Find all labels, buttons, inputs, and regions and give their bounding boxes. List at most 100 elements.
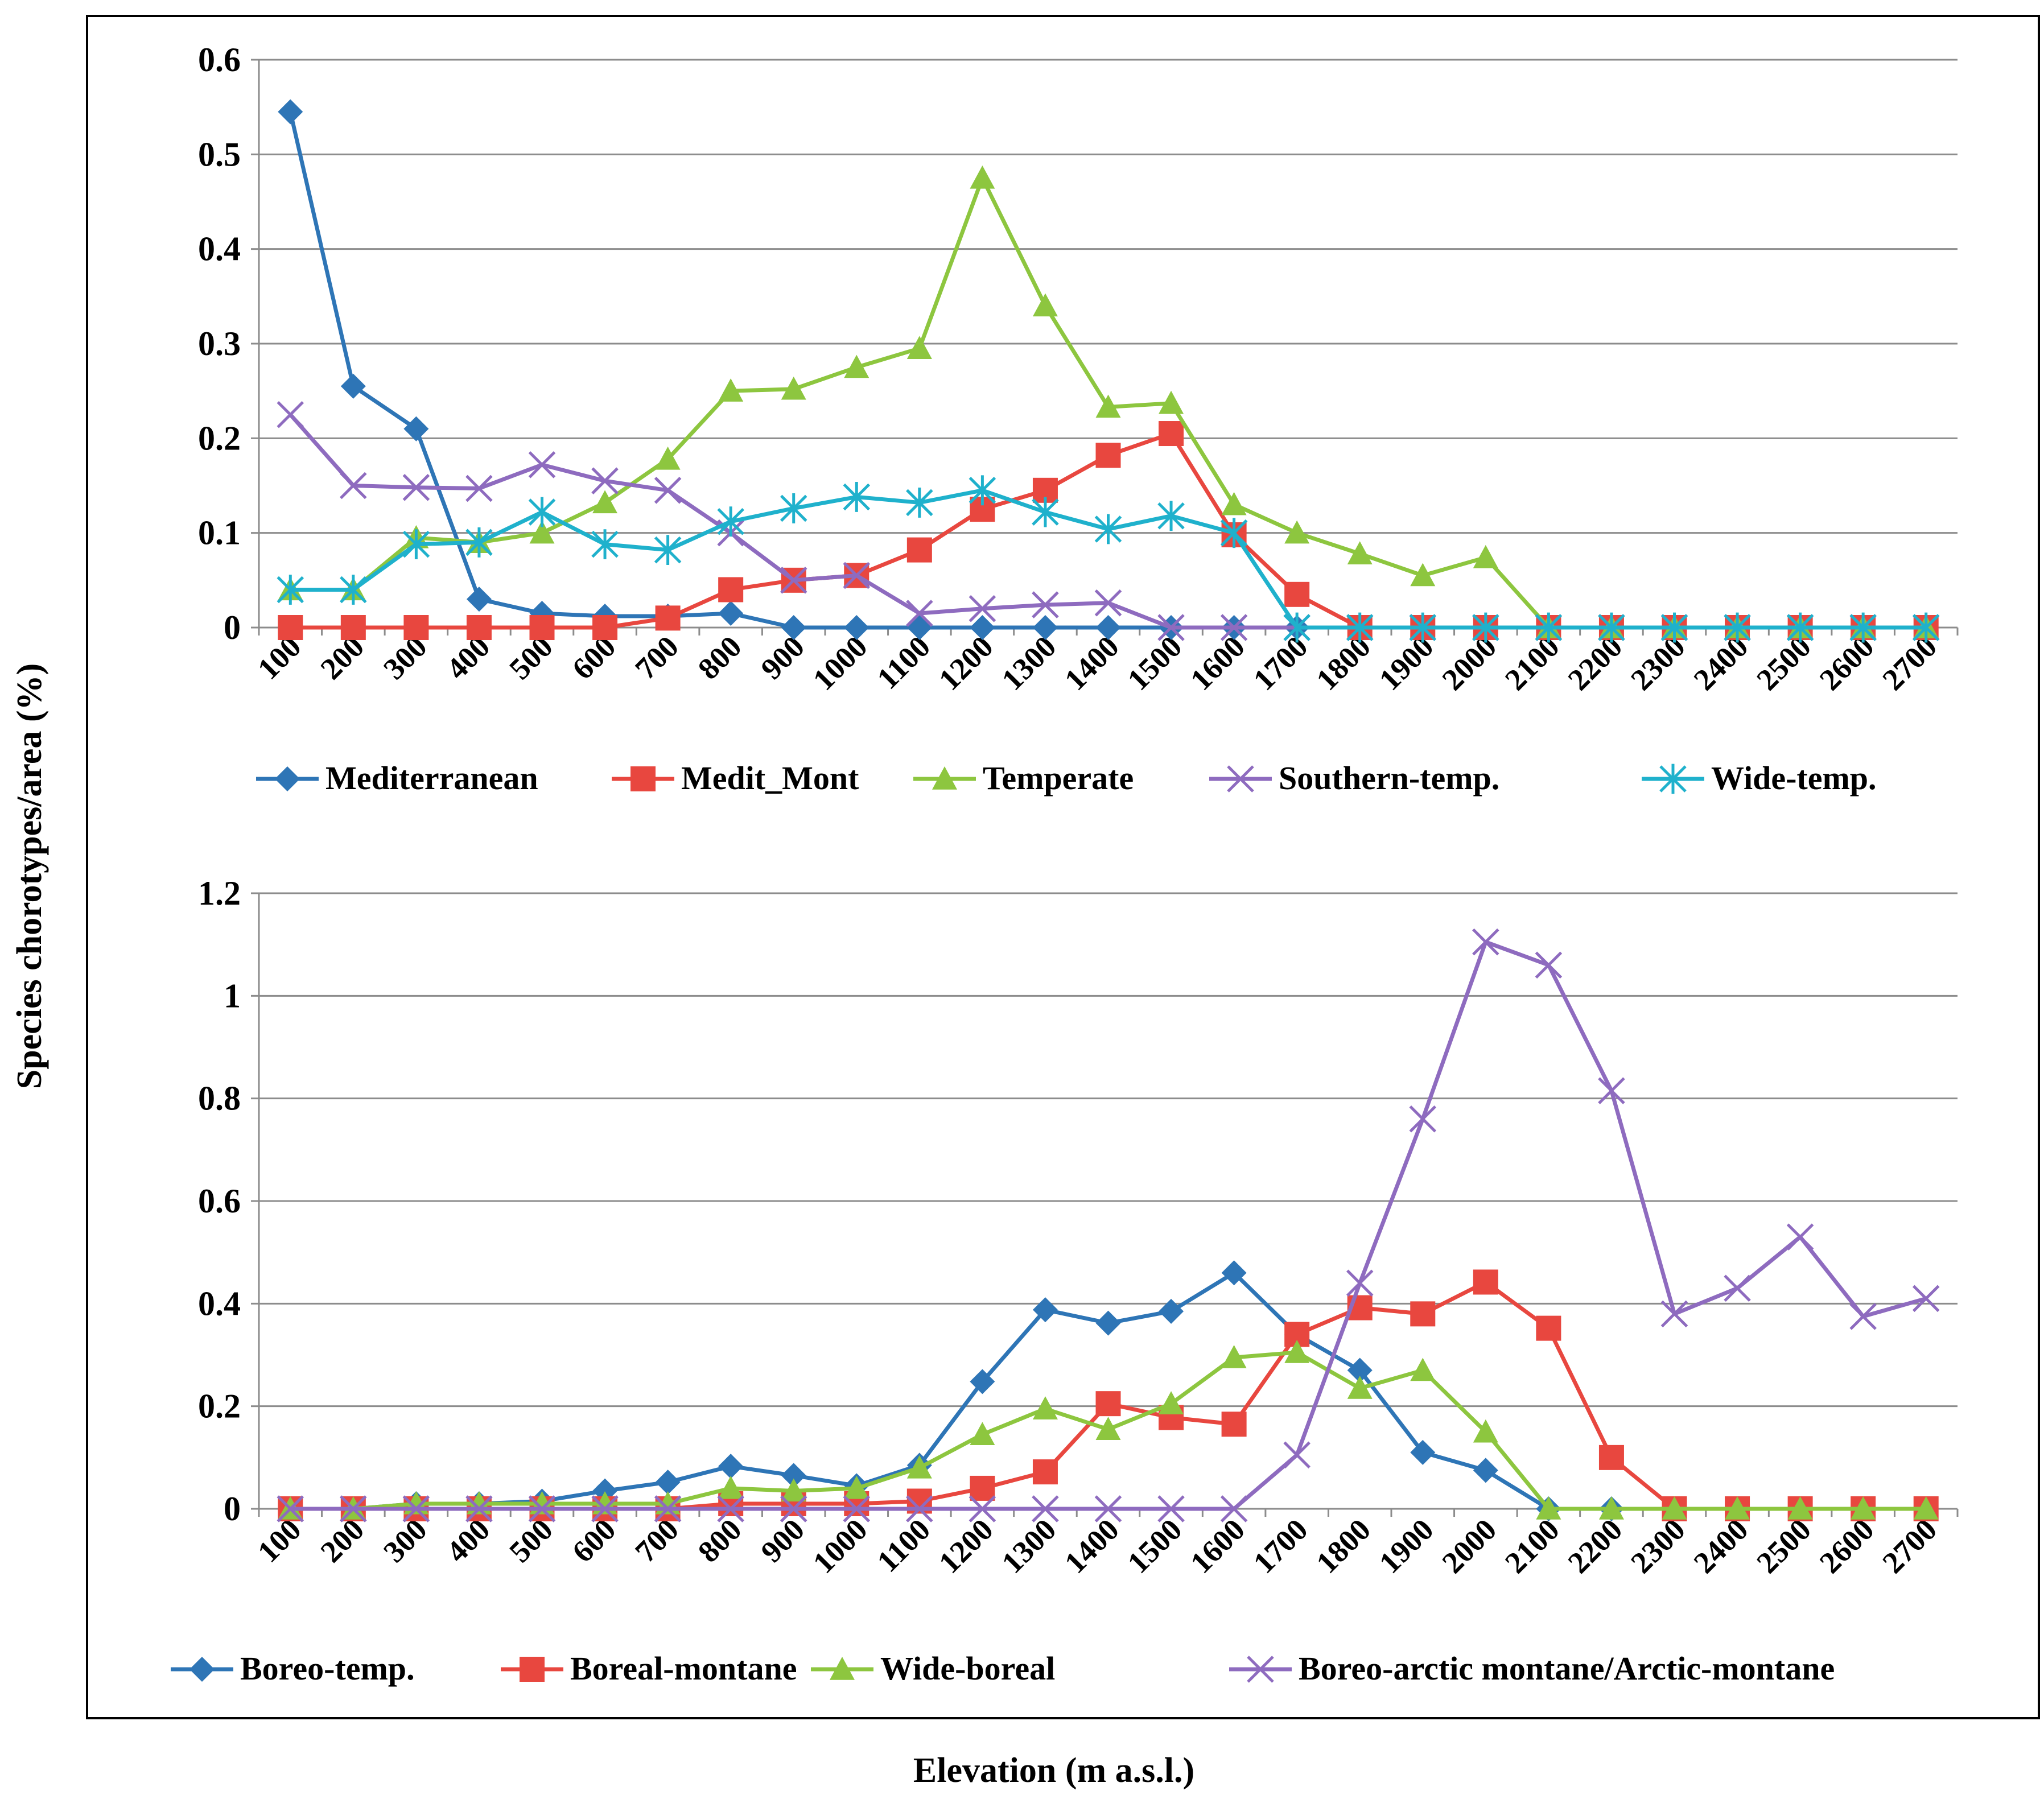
- data-point: [1662, 1496, 1687, 1520]
- legend-marker: [630, 766, 656, 791]
- data-point: [1157, 1495, 1185, 1522]
- data-point: [1347, 541, 1373, 564]
- y-axis-title: Species chorotypes/area (%): [10, 663, 49, 1089]
- legend-label: Boreal-montane: [570, 1650, 797, 1687]
- data-point: [465, 527, 493, 558]
- x-axis-title: Elevation (m a.s.l.): [913, 1751, 1194, 1790]
- data-point: [1095, 615, 1121, 640]
- data-point: [1032, 1459, 1058, 1485]
- data-point: [1786, 612, 1814, 643]
- data-point: [906, 488, 933, 518]
- data-point: [1032, 293, 1058, 317]
- legend-entry: Wide-boreal: [811, 1650, 1055, 1687]
- legend-marker: [275, 766, 300, 791]
- legend-entry: Boreo-arctic montane/Arctic-montane: [1229, 1650, 1835, 1687]
- data-point: [718, 577, 744, 603]
- legend-entry: Wide-temp.: [1642, 760, 1877, 797]
- data-point: [654, 535, 682, 566]
- data-point: [655, 605, 681, 631]
- series-wide-temp-: [277, 475, 1940, 643]
- data-point: [1410, 563, 1436, 587]
- data-point: [780, 567, 807, 594]
- data-point: [529, 615, 555, 640]
- data-point: [403, 615, 429, 640]
- data-point: [843, 482, 871, 512]
- data-point: [278, 99, 303, 125]
- data-point: [1410, 1357, 1436, 1381]
- data-point: [1535, 612, 1563, 643]
- data-point: [340, 1495, 367, 1522]
- data-point: [1283, 612, 1311, 643]
- data-point: [1032, 1297, 1058, 1323]
- data-point: [1032, 1495, 1059, 1522]
- data-point: [1221, 1345, 1247, 1368]
- data-point: [1032, 591, 1059, 618]
- data-point: [1220, 1495, 1248, 1522]
- data-point: [402, 529, 430, 560]
- series-boreo-arctic-montane-arctic-montane: [277, 928, 1940, 1522]
- data-point: [402, 1495, 430, 1522]
- y-tick-label: 1: [224, 977, 241, 1014]
- data-point: [844, 354, 869, 378]
- data-point: [528, 497, 556, 527]
- data-point: [718, 378, 744, 402]
- legend-marker: [520, 1657, 545, 1682]
- data-point: [1094, 1495, 1122, 1522]
- legend-label: Medit_Mont: [681, 760, 859, 797]
- data-point: [1095, 1417, 1121, 1440]
- data-point: [1347, 1376, 1373, 1399]
- legend-marker: [1227, 765, 1254, 793]
- data-point: [1473, 1458, 1498, 1483]
- data-point: [1095, 1310, 1121, 1336]
- data-point: [1284, 581, 1310, 607]
- legend-label: Southern-temp.: [1279, 760, 1499, 797]
- data-point: [906, 537, 932, 563]
- data-point: [340, 373, 366, 399]
- legend-marker: [830, 1657, 855, 1680]
- data-point: [277, 1495, 304, 1522]
- data-point: [1409, 612, 1437, 643]
- data-point: [1094, 514, 1122, 544]
- data-point: [1410, 1301, 1436, 1327]
- data-point: [278, 615, 303, 640]
- data-point: [906, 336, 932, 360]
- data-point: [1851, 1496, 1876, 1520]
- data-point: [1032, 497, 1059, 527]
- data-point: [1221, 1260, 1247, 1286]
- data-point: [1410, 1439, 1436, 1465]
- data-point: [1473, 1269, 1498, 1295]
- data-point: [1159, 1391, 1184, 1414]
- data-point: [1725, 1496, 1750, 1520]
- data-point: [655, 446, 681, 470]
- data-point: [1095, 394, 1121, 418]
- legend-label: Boreo-arctic montane/Arctic-montane: [1299, 1650, 1835, 1687]
- data-point: [1159, 421, 1184, 447]
- data-point: [654, 477, 682, 504]
- data-point: [591, 467, 619, 494]
- legend-label: Boreo-temp.: [240, 1650, 415, 1687]
- data-point: [1598, 1445, 1624, 1470]
- data-point: [340, 615, 366, 640]
- data-point: [1032, 615, 1058, 640]
- data-point: [843, 562, 871, 589]
- data-point: [970, 1369, 995, 1394]
- data-point: [340, 472, 367, 500]
- legend-label: Wide-boreal: [880, 1650, 1055, 1687]
- data-point: [1473, 1419, 1498, 1443]
- data-point: [1347, 1357, 1373, 1383]
- data-point: [969, 475, 996, 506]
- legend-marker: [1247, 1656, 1274, 1683]
- data-point: [1598, 612, 1625, 643]
- data-point: [781, 615, 806, 640]
- data-point: [844, 615, 869, 640]
- y-tick-label: 1.2: [198, 874, 241, 912]
- data-point: [1598, 1077, 1625, 1104]
- data-point: [1095, 1391, 1121, 1417]
- data-point: [1536, 1315, 1561, 1341]
- data-point: [1912, 612, 1940, 643]
- data-point: [781, 376, 806, 400]
- data-point: [970, 165, 995, 189]
- legend-marker: [1659, 764, 1687, 794]
- data-point: [1346, 1269, 1374, 1297]
